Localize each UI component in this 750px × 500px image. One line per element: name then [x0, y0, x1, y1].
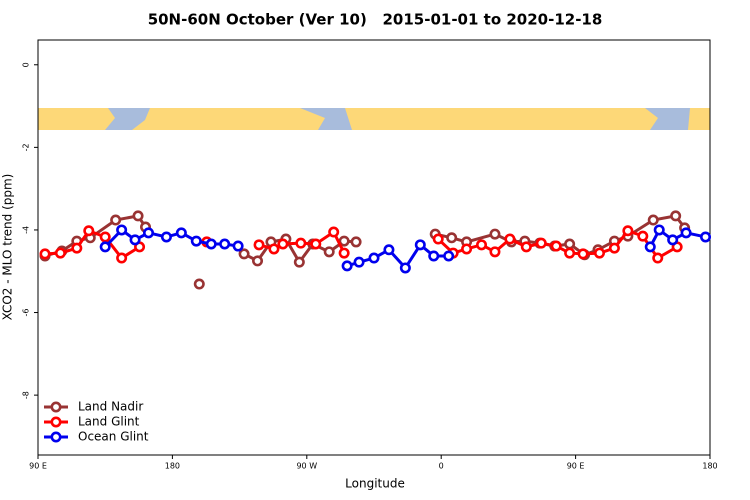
- point: [99, 241, 111, 253]
- point: [143, 227, 155, 239]
- point: [253, 239, 265, 251]
- point: [622, 225, 634, 237]
- x-axis-label: Longitude: [345, 477, 405, 491]
- legend-marker: [50, 416, 62, 428]
- x-tick-label: 180: [165, 462, 180, 471]
- point: [328, 226, 340, 238]
- point: [504, 233, 516, 245]
- point: [175, 227, 187, 239]
- point: [550, 240, 562, 252]
- point: [535, 237, 547, 249]
- point: [399, 262, 411, 274]
- point: [432, 233, 444, 245]
- point: [670, 210, 682, 222]
- point: [219, 238, 231, 250]
- point: [160, 231, 172, 243]
- point: [489, 246, 501, 258]
- point: [652, 252, 664, 264]
- point: [116, 224, 128, 236]
- point: [338, 247, 350, 259]
- point: [338, 235, 350, 247]
- point: [323, 246, 335, 258]
- point: [268, 243, 280, 255]
- point: [446, 232, 458, 244]
- chart-title: 50N-60N October (Ver 10) 2015-01-01 to 2…: [148, 11, 603, 29]
- x-tick-label: 90 E: [29, 462, 47, 471]
- point: [99, 231, 111, 243]
- point: [295, 237, 307, 249]
- point: [593, 247, 605, 259]
- x-tick-label: 90 W: [296, 462, 317, 471]
- point: [414, 239, 426, 251]
- y-axis-label: XCO2 - MLO trend (ppm): [1, 174, 15, 321]
- point: [520, 241, 532, 253]
- map-strip: [38, 108, 710, 130]
- legend-marker: [50, 431, 62, 443]
- point: [110, 214, 122, 226]
- point: [653, 224, 665, 236]
- y-tick-label: -2: [22, 143, 31, 151]
- point: [310, 238, 322, 250]
- point: [350, 236, 362, 248]
- point: [238, 248, 250, 260]
- point: [647, 214, 659, 226]
- map-water: [300, 108, 352, 130]
- point: [476, 239, 488, 251]
- point: [83, 225, 95, 237]
- point: [564, 247, 576, 259]
- point: [252, 255, 264, 267]
- point: [637, 230, 649, 242]
- point: [54, 247, 66, 259]
- point: [71, 242, 83, 254]
- point: [577, 248, 589, 260]
- y-tick-label: -4: [22, 226, 31, 234]
- y-tick-label: -6: [22, 309, 31, 317]
- point: [700, 231, 712, 243]
- point: [293, 256, 305, 268]
- legend-label: Ocean Glint: [78, 430, 149, 444]
- point: [129, 234, 141, 246]
- legend-marker: [50, 401, 62, 413]
- point: [205, 238, 217, 250]
- point: [443, 250, 455, 262]
- point: [564, 238, 576, 250]
- map-land: [38, 108, 710, 130]
- y-tick-label: -8: [22, 391, 31, 399]
- point: [341, 260, 353, 272]
- point: [353, 256, 365, 268]
- point: [489, 228, 501, 240]
- x-tick-label: 180: [702, 462, 717, 471]
- legend-label: Land Glint: [78, 415, 140, 429]
- point: [277, 238, 289, 250]
- point: [644, 241, 656, 253]
- point: [132, 210, 144, 222]
- point: [39, 248, 51, 260]
- x-tick-label: 90 E: [567, 462, 585, 471]
- point: [428, 250, 440, 262]
- plot-frame: [37, 39, 711, 456]
- point: [383, 244, 395, 256]
- point: [232, 240, 244, 252]
- point: [667, 234, 679, 246]
- map-water: [645, 108, 690, 130]
- point: [193, 278, 205, 290]
- point: [368, 252, 380, 264]
- point: [116, 252, 128, 264]
- point: [190, 235, 202, 247]
- x-tick-label: 0: [439, 462, 444, 471]
- y-tick-label: 0: [22, 62, 31, 67]
- point: [608, 242, 620, 254]
- point: [461, 243, 473, 255]
- legend-label: Land Nadir: [78, 400, 143, 414]
- point: [680, 227, 692, 239]
- map-water: [105, 108, 150, 130]
